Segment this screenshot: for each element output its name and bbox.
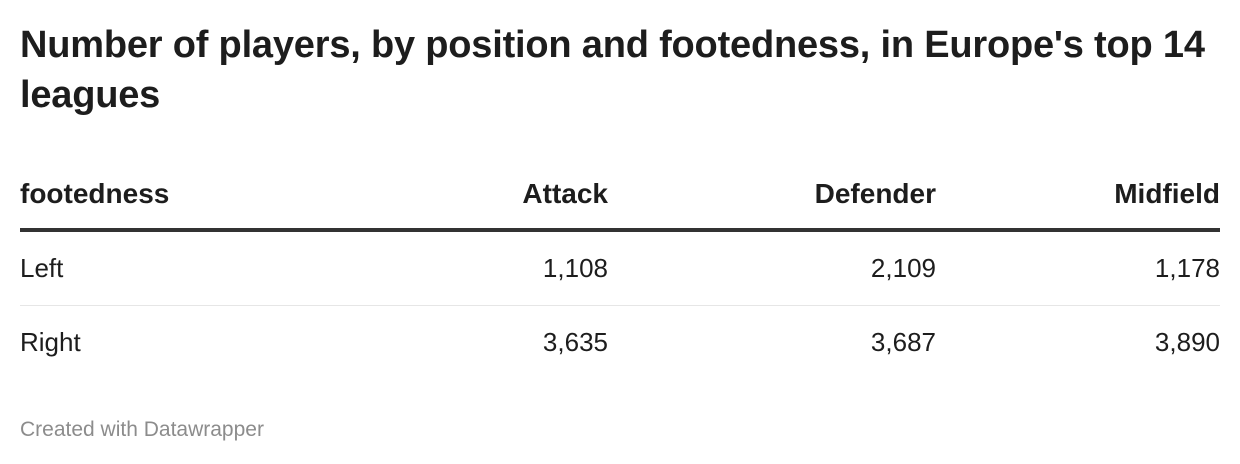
- chart-title: Number of players, by position and foote…: [20, 24, 1205, 116]
- cell-left-midfield: 1,178: [1154, 253, 1220, 283]
- column-header-footedness[interactable]: footedness: [20, 178, 170, 209]
- data-table: footedness Attack Defender Midfield Left…: [20, 160, 1220, 379]
- cell-right-midfield: 3,890: [1154, 327, 1220, 357]
- row-label-left: Left: [20, 253, 64, 283]
- row-label-right: Right: [20, 327, 81, 357]
- column-header-midfield[interactable]: Midfield: [1114, 178, 1220, 209]
- table-row-right: Right 3,635 3,687 3,890: [20, 306, 1220, 379]
- cell-right-defender: 3,687: [870, 327, 936, 357]
- column-header-attack[interactable]: Attack: [522, 178, 608, 209]
- cell-left-defender: 2,109: [870, 253, 936, 283]
- cell-right-attack: 3,635: [542, 327, 608, 357]
- column-header-defender[interactable]: Defender: [814, 178, 936, 209]
- cell-left-attack: 1,108: [542, 253, 608, 283]
- table-header-row: footedness Attack Defender Midfield: [20, 160, 1220, 232]
- table-row-left: Left 1,108 2,109 1,178: [20, 232, 1220, 306]
- footer-credit[interactable]: Created with Datawrapper: [20, 418, 264, 441]
